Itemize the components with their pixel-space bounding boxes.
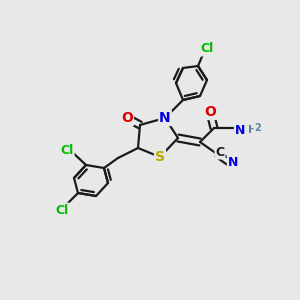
Text: N: N [159,111,171,125]
Text: N: N [228,157,238,169]
Text: N: N [235,124,245,136]
Text: S: S [155,150,165,164]
Text: 2: 2 [254,123,261,133]
Text: Cl: Cl [56,203,69,217]
Text: Cl: Cl [200,43,214,56]
Text: Cl: Cl [60,143,74,157]
Text: O: O [121,111,133,125]
Text: O: O [204,105,216,119]
Text: C: C [215,146,225,158]
Text: H: H [248,125,257,135]
